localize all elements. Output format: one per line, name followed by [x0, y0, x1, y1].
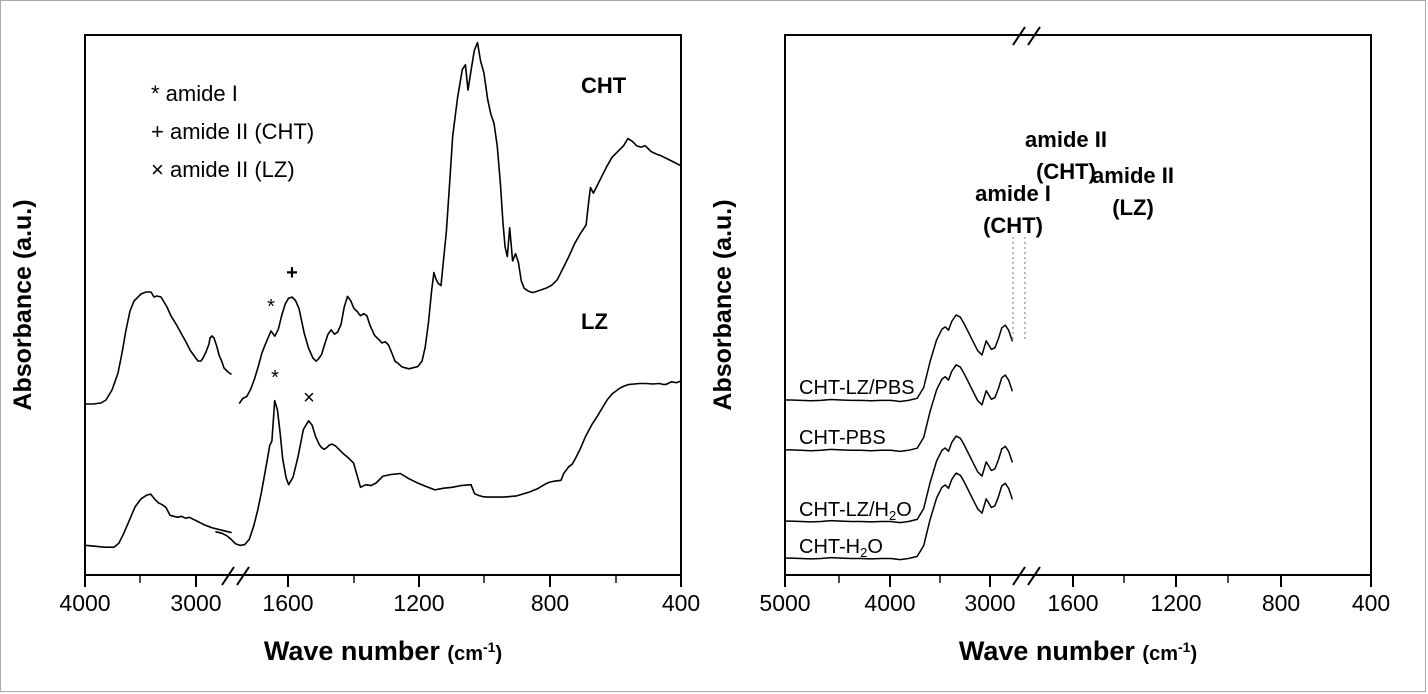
svg-text:+ amide II (CHT): + amide II (CHT): [151, 119, 314, 144]
svg-text:4000: 4000: [59, 590, 110, 616]
svg-text:Absorbance (a.u.): Absorbance (a.u.): [9, 199, 37, 410]
svg-text:*: *: [271, 367, 279, 389]
svg-text:CHT-LZ/PBS: CHT-LZ/PBS: [799, 377, 915, 399]
svg-text:1200: 1200: [393, 590, 444, 616]
svg-text:Absorbance (a.u.): Absorbance (a.u.): [709, 199, 737, 410]
svg-text:CHT-LZ/H2O: CHT-LZ/H2O: [799, 499, 912, 523]
svg-text:*: *: [267, 296, 275, 318]
svg-text:× amide II (LZ): × amide II (LZ): [151, 157, 295, 182]
svg-text:3000: 3000: [170, 590, 221, 616]
svg-text:1600: 1600: [262, 590, 313, 616]
svg-text:amide II: amide II: [1025, 127, 1107, 152]
svg-text:4000: 4000: [864, 590, 915, 616]
svg-text:×: ×: [303, 387, 315, 409]
svg-text:800: 800: [1262, 590, 1300, 616]
svg-text:Wave number (cm-1): Wave number (cm-1): [264, 636, 502, 666]
svg-text:1600: 1600: [1047, 590, 1098, 616]
svg-text:CHT-PBS: CHT-PBS: [799, 427, 886, 449]
svg-text:+: +: [286, 262, 298, 284]
svg-text:1200: 1200: [1150, 590, 1201, 616]
svg-text:(LZ): (LZ): [1112, 195, 1154, 220]
svg-text:amide I: amide I: [975, 181, 1051, 206]
svg-text:CHT: CHT: [581, 73, 627, 98]
svg-text:3000: 3000: [964, 590, 1015, 616]
svg-text:400: 400: [662, 590, 700, 616]
svg-text:amide II: amide II: [1092, 163, 1174, 188]
svg-text:CHT-H2O: CHT-H2O: [799, 536, 883, 560]
svg-text:Wave number (cm-1): Wave number (cm-1): [959, 636, 1197, 666]
svg-text:800: 800: [531, 590, 569, 616]
svg-text:LZ: LZ: [581, 309, 608, 334]
svg-text:400: 400: [1352, 590, 1390, 616]
svg-text:* amide I: * amide I: [151, 81, 238, 106]
svg-text:(CHT): (CHT): [983, 213, 1043, 238]
svg-text:5000: 5000: [759, 590, 810, 616]
